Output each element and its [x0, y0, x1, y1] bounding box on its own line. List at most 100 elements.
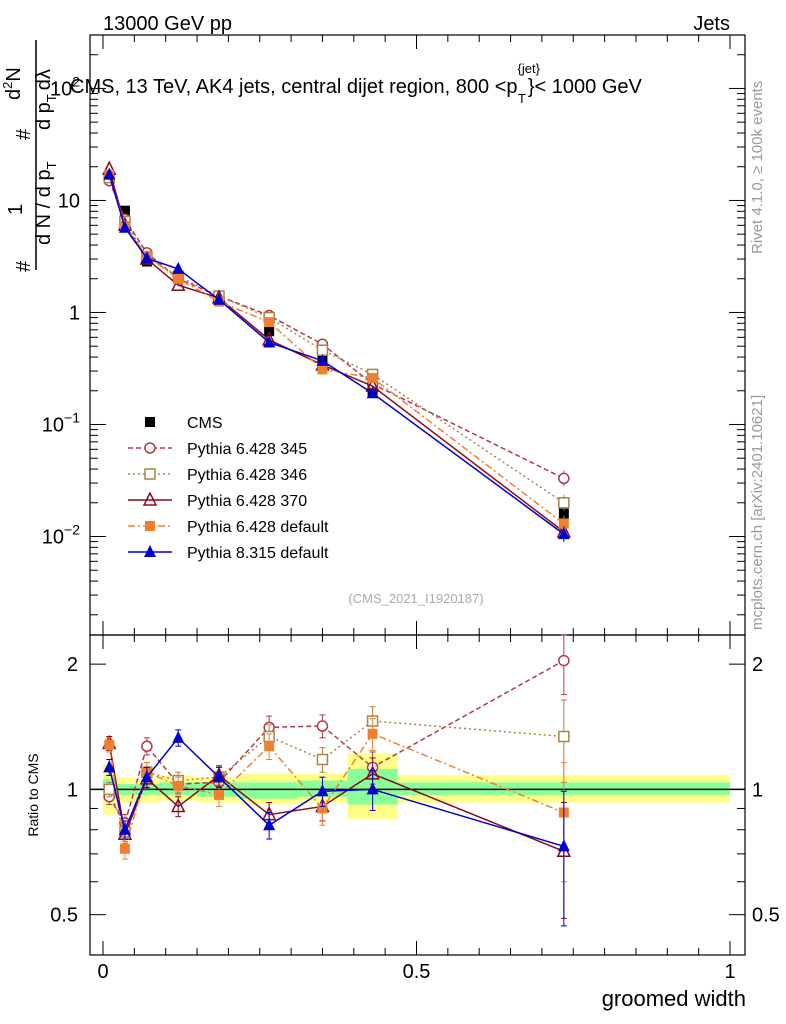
chart-title-sub: T — [518, 91, 526, 106]
y-tick-label-main: 1 — [69, 302, 80, 324]
y-tick-label-base: 10 — [42, 414, 64, 436]
ratio-point-pythia-6-428-default — [264, 741, 275, 752]
y-tick-label-ratio-right: 0.5 — [752, 905, 780, 927]
legend-marker-cms — [145, 417, 155, 427]
y-tick-label-base: 10 — [58, 190, 80, 212]
ylabel-dlambda: dλ — [33, 69, 55, 90]
ratio-point-pythia-6-428-345 — [316, 720, 329, 732]
main-point-pythia-8-315-default — [140, 251, 153, 264]
y-tick-label-ratio: 0.5 — [50, 905, 78, 927]
ylabel-d2N-N: N — [3, 67, 25, 81]
ratio-point-pythia-6-428-default — [173, 780, 184, 791]
ratio-band-inner — [240, 782, 298, 799]
ratio-point-pythia-6-428-346 — [103, 783, 116, 796]
ratio-plot-panel: 0 0.5 1 0.5 0.5 1 1 2 2 — [50, 634, 780, 983]
legend-marker-pythia-6-428-default — [145, 521, 155, 531]
ylabel-T2: T — [44, 94, 59, 102]
y-tick-label-ratio: 1 — [67, 779, 78, 801]
side-text-top: Rivet 4.1.0, ≥ 100k events — [749, 81, 766, 254]
chart-title-sup: {jet} — [518, 61, 541, 76]
y-tick-label-main: 10 — [58, 190, 80, 212]
ratio-point-pythia-6-428-346 — [558, 730, 570, 743]
x-tick-label: 1 — [724, 961, 735, 983]
main-point-pythia-6-428-default — [173, 273, 184, 284]
main-point-pythia-6-428-default — [367, 372, 378, 383]
main-point-pythia-6-428-default — [317, 364, 328, 375]
ratio-point-pythia-6-428-345 — [558, 654, 570, 667]
ylabel-dpt: d p — [33, 102, 55, 130]
y-axis-label-main: # d N / d pT 1 # d pTdλ d2N — [0, 40, 59, 272]
legend-marker-pythia-6-428-345 — [144, 442, 156, 454]
y-tick-label-ratio-right: 1 — [752, 779, 763, 801]
svg-text:1: 1 — [5, 204, 27, 215]
main-point-pythia-8-315-default — [316, 353, 329, 366]
legend-label-pythia-6-428-default: Pythia 6.428 default — [187, 519, 329, 536]
ratio-point-pythia-8-315-default — [557, 839, 570, 852]
legend-label-pythia-6-428-346: Pythia 6.428 346 — [187, 467, 307, 484]
chart-title-main: CMS, 13 TeV, AK4 jets, central dijet reg… — [70, 76, 518, 98]
y-tick-label-main: 10−1 — [42, 409, 80, 436]
ratio-point-pythia-6-428-default — [104, 739, 115, 750]
series-line-pythia-6-428-default — [108, 174, 565, 525]
main-point-pythia-6-428-346 — [316, 344, 329, 356]
y-tick-label-exp: −2 — [64, 521, 80, 537]
svg-text:#: # — [13, 260, 35, 272]
legend-label-pythia-8-315-default: Pythia 8.315 default — [187, 545, 329, 562]
legend-label-cms: CMS — [187, 415, 223, 432]
main-point-pythia-6-428-345 — [558, 472, 570, 485]
main-point-pythia-8-315-default — [366, 386, 379, 399]
legend-label-pythia-6-428-370: Pythia 6.428 370 — [187, 493, 307, 510]
y-tick-label-exp: −1 — [64, 409, 80, 425]
ratio-point-pythia-8-315-default — [366, 782, 379, 795]
x-axis-label: groomed width — [602, 986, 746, 1011]
header-right: Jets — [693, 13, 730, 35]
ylabel-T: T — [44, 161, 59, 169]
main-point-pythia-6-428-default — [264, 317, 275, 328]
ratio-point-pythia-8-315-default — [118, 822, 131, 835]
side-text-bottom: mcplots.cern.ch [arXiv:2401.10621] — [749, 395, 766, 630]
ratio-point-pythia-6-428-345 — [141, 740, 153, 752]
y-tick-label-exp: 2 — [72, 73, 80, 89]
x-tick-label: 0 — [97, 961, 108, 983]
x-tick-label: 0.5 — [403, 961, 431, 983]
ylabel-d2N-sup: 2 — [0, 82, 15, 89]
ylabel-d2N-d: d — [3, 89, 25, 100]
y-tick-label-base: 10 — [42, 526, 64, 548]
y-tick-label-main: 10−2 — [42, 521, 80, 548]
ylabel-dN: d N / d p — [33, 169, 55, 245]
ratio-point-pythia-8-315-default — [212, 770, 225, 783]
y-tick-label-base: 10 — [50, 78, 72, 100]
main-point-cms — [558, 508, 569, 519]
ratio-point-pythia-6-428-default — [213, 789, 224, 800]
main-point-pythia-8-315-default — [212, 292, 225, 305]
legend-marker-pythia-8-315-default — [144, 545, 156, 557]
ratio-point-pythia-6-428-default — [367, 728, 378, 739]
ratio-point-pythia-8-315-default — [316, 784, 329, 797]
series-line-pythia-6-428-346 — [108, 177, 565, 504]
ratio-point-pythia-6-428-346 — [316, 753, 329, 766]
series-line-pythia-6-428-345 — [108, 180, 565, 480]
legend-label-pythia-6-428-345: Pythia 6.428 345 — [187, 441, 307, 458]
ratio-point-pythia-8-315-default — [103, 760, 116, 773]
main-point-pythia-8-315-default — [118, 220, 131, 233]
chart-title: CMS, 13 TeV, AK4 jets, central dijet reg… — [70, 61, 643, 106]
series-line-pythia-6-428-370 — [108, 169, 565, 533]
ratio-point-pythia-8-315-default — [140, 770, 153, 783]
legend-marker-pythia-6-428-370 — [142, 491, 158, 506]
main-point-pythia-6-428-default — [558, 518, 569, 529]
main-point-pythia-8-315-default — [172, 261, 185, 274]
main-point-pythia-8-315-default — [557, 527, 570, 540]
ratio-point-pythia-8-315-default — [172, 730, 185, 743]
main-point-pythia-6-428-370 — [171, 276, 186, 291]
ylabel-hash2: # — [13, 128, 35, 140]
legend: CMS Pythia 6.428 345 Pythia 6.428 346 Pythi… — [128, 415, 329, 562]
svg-text:d pTdλ: d pTdλ — [33, 69, 59, 130]
svg-text:d N / d pT: d N / d pT — [33, 161, 59, 245]
y-axis-label-ratio: Ratio to CMS — [25, 753, 41, 836]
header-left: 13000 GeV pp — [103, 13, 232, 35]
ylabel-one: 1 — [5, 204, 27, 215]
analysis-watermark: (CMS_2021_I1920187) — [348, 591, 483, 606]
ratio-point-pythia-6-428-default — [317, 803, 328, 814]
